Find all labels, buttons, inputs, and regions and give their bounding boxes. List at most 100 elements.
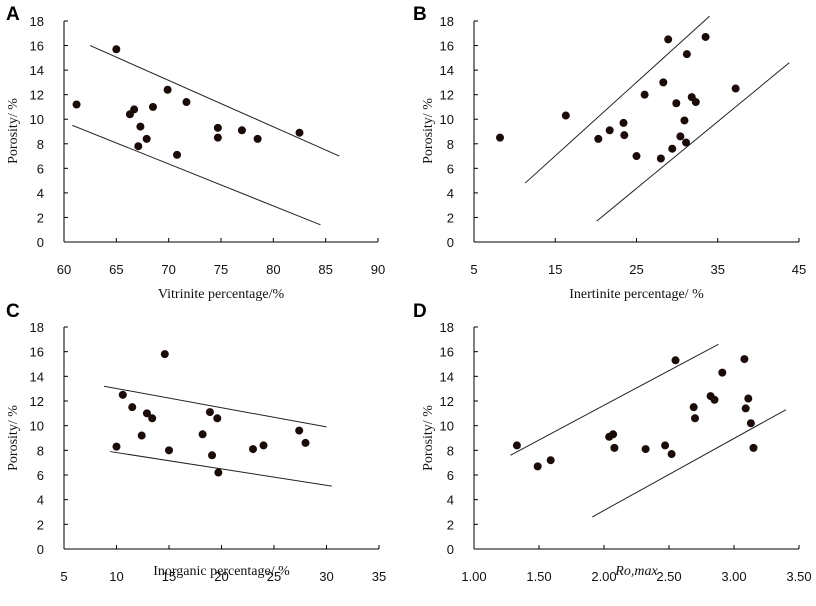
y-tick-label: 6 <box>447 468 454 483</box>
data-point <box>213 133 222 142</box>
y-tick-label: 18 <box>440 14 454 29</box>
data-point <box>148 414 157 423</box>
trend-line <box>110 451 332 487</box>
y-tick-label: 8 <box>447 137 454 152</box>
panel-b: B 0 2 4 6 8 10 12 14 16 18 5 15 25 35 45 Inertinite perc… <box>413 4 806 302</box>
y-tick-label: 18 <box>440 320 454 335</box>
data-point <box>691 98 700 107</box>
y-tick-label: 16 <box>440 39 454 54</box>
data-point <box>744 394 753 403</box>
data-point <box>137 431 146 440</box>
y-tick-label: 8 <box>37 137 44 152</box>
y-tick-label: 0 <box>447 542 454 557</box>
data-point <box>718 368 727 377</box>
trend-line <box>510 343 719 456</box>
x-tick-label: 2.50 <box>656 569 681 584</box>
y-tick-label: 0 <box>447 235 454 250</box>
y-tick-label: 12 <box>30 88 44 103</box>
y-tick-label: 12 <box>440 394 454 409</box>
x-tick-label: 1.00 <box>461 569 486 584</box>
y-tick-label: 10 <box>440 112 454 127</box>
y-tick-label: 12 <box>30 394 44 409</box>
panel-c: C 0 2 4 6 8 10 12 14 16 18 5 10 15 20 25 30 35 Inorganic p… <box>6 301 386 584</box>
x-tick-label: 15 <box>548 262 562 277</box>
x-tick-label: 45 <box>792 262 806 277</box>
y-tick-label: 16 <box>30 39 44 54</box>
y-tick-label: 6 <box>37 468 44 483</box>
x-tick-label: 75 <box>214 262 228 277</box>
panel-letter: A <box>6 4 20 25</box>
x-tick-label: 20 <box>214 569 228 584</box>
data-point <box>142 409 151 418</box>
data-point <box>740 355 749 364</box>
data-point <box>205 408 214 417</box>
data-point <box>546 456 555 465</box>
panel-d: D 0 2 4 6 8 10 12 14 16 18 1.00 1.50 2.00 2.50 3.00 3.50… <box>413 301 812 584</box>
data-point <box>253 134 262 143</box>
y-tick-label: 8 <box>447 443 454 458</box>
y-tick-label: 14 <box>30 63 44 78</box>
y-tick-label: 14 <box>440 369 454 384</box>
x-tick-label: 1.50 <box>526 569 551 584</box>
data-point <box>214 468 223 477</box>
x-tick-label: 80 <box>266 262 280 277</box>
x-tick-label: 5 <box>470 262 477 277</box>
y-tick-label: 16 <box>440 345 454 360</box>
trend-line <box>592 409 787 518</box>
x-tick-label: 60 <box>57 262 71 277</box>
x-tick-label: 65 <box>109 262 123 277</box>
trend-line <box>89 45 340 157</box>
data-point <box>701 32 710 41</box>
data-point <box>594 134 603 143</box>
y-tick-label: 2 <box>37 210 44 225</box>
data-point <box>641 445 650 454</box>
x-tick-label: 15 <box>162 569 176 584</box>
data-point <box>165 446 173 455</box>
x-axis-title: Inertinite percentage/ % <box>569 287 704 302</box>
data-point <box>130 105 139 114</box>
x-tick-label: 35 <box>711 262 725 277</box>
data-point <box>128 403 137 412</box>
x-axis-title: Vitrinite percentage/% <box>158 287 285 302</box>
y-axis-title: Porosity/ % <box>421 98 436 164</box>
y-tick-label: 8 <box>37 443 44 458</box>
data-point <box>710 395 719 404</box>
y-tick-label: 10 <box>440 419 454 434</box>
trend-line <box>596 62 790 222</box>
panel-letter: C <box>6 301 20 322</box>
data-point <box>295 128 304 137</box>
data-point <box>672 99 681 108</box>
data-point <box>664 35 673 44</box>
data-point <box>198 430 207 439</box>
data-point <box>689 403 698 412</box>
data-point <box>208 451 217 460</box>
y-axis-title: Porosity/ % <box>6 405 21 471</box>
data-point <box>533 462 542 471</box>
data-point <box>741 404 750 413</box>
data-point <box>136 122 145 131</box>
data-point <box>619 118 628 127</box>
data-point <box>249 445 257 454</box>
data-point <box>112 442 121 451</box>
y-tick-label: 14 <box>440 63 454 78</box>
x-axis-title: Inorganic percentage/ % <box>153 564 290 579</box>
data-point <box>680 116 689 125</box>
data-point <box>659 78 668 87</box>
data-point <box>661 441 670 450</box>
data-point <box>295 426 304 435</box>
data-point <box>682 138 691 147</box>
trend-line <box>103 385 327 428</box>
x-tick-label: 2.00 <box>591 569 616 584</box>
data-point <box>173 150 182 159</box>
y-tick-label: 6 <box>447 161 454 176</box>
data-point <box>610 443 619 452</box>
y-tick-label: 2 <box>447 517 454 532</box>
x-tick-label: 85 <box>318 262 332 277</box>
data-point <box>731 84 740 93</box>
x-tick-label: 5 <box>60 569 67 584</box>
panel-a: A 0 2 4 6 8 10 12 14 16 18 60 65 70 75 80 85 90 Vitrinite … <box>6 4 385 302</box>
data-point <box>605 126 614 135</box>
data-point <box>640 90 649 99</box>
data-point <box>668 144 677 153</box>
